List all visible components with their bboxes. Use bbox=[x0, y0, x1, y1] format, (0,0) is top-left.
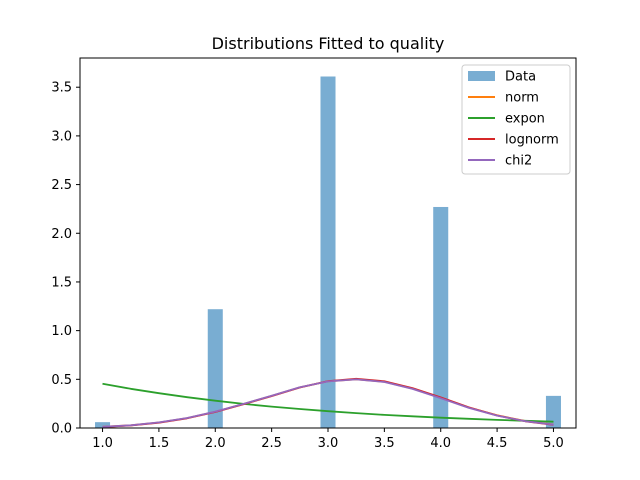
chart-title: Distributions Fitted to quality bbox=[212, 34, 445, 53]
y-tick-label: 2.0 bbox=[51, 227, 72, 242]
legend-label-expon: expon bbox=[505, 112, 545, 127]
legend-box bbox=[461, 64, 571, 175]
legend-label-chi2: chi2 bbox=[505, 154, 532, 169]
x-tick-label: 2.5 bbox=[261, 436, 282, 451]
series-line-chi2 bbox=[102, 378, 554, 428]
histogram-bar-2 bbox=[320, 76, 336, 428]
legend-label-norm: norm bbox=[505, 91, 539, 106]
y-tick-label: 0.0 bbox=[51, 422, 72, 437]
histogram-bar-4 bbox=[545, 395, 561, 428]
histogram-bar-0 bbox=[95, 422, 111, 428]
x-axis: 1.0 1.5 2.0 2.5 3.0 3.5 4.0 4.5 5.0 bbox=[92, 428, 564, 451]
histogram-bar-3 bbox=[433, 206, 449, 428]
series-line-expon bbox=[102, 382, 554, 423]
y-tick-label: 1.5 bbox=[51, 275, 72, 290]
y-axis: 0.0 0.5 1.0 1.5 2.0 2.5 3.0 3.5 bbox=[51, 81, 80, 437]
x-tick-label: 4.0 bbox=[430, 436, 451, 451]
x-tick-label: 3.0 bbox=[318, 436, 339, 451]
y-tick-label: 0.5 bbox=[51, 373, 72, 388]
legend-label-Data: Data bbox=[505, 70, 536, 85]
x-tick-label: 4.5 bbox=[487, 436, 508, 451]
y-tick-label: 1.0 bbox=[51, 324, 72, 339]
plot-area bbox=[95, 76, 561, 428]
x-tick-label: 1.0 bbox=[92, 436, 113, 451]
y-tick-label: 3.5 bbox=[51, 81, 72, 96]
legend-swatch-Data bbox=[468, 71, 495, 81]
x-tick-label: 1.5 bbox=[149, 436, 170, 451]
x-tick-label: 5.0 bbox=[543, 436, 564, 451]
x-tick-label: 2.0 bbox=[205, 436, 226, 451]
y-tick-label: 3.0 bbox=[51, 129, 72, 144]
y-tick-label: 2.5 bbox=[51, 178, 72, 193]
histogram-bar-1 bbox=[207, 309, 223, 428]
legend: Data norm expon lognorm chi2 bbox=[461, 64, 571, 175]
x-tick-label: 3.5 bbox=[374, 436, 395, 451]
legend-label-lognorm: lognorm bbox=[505, 133, 559, 148]
